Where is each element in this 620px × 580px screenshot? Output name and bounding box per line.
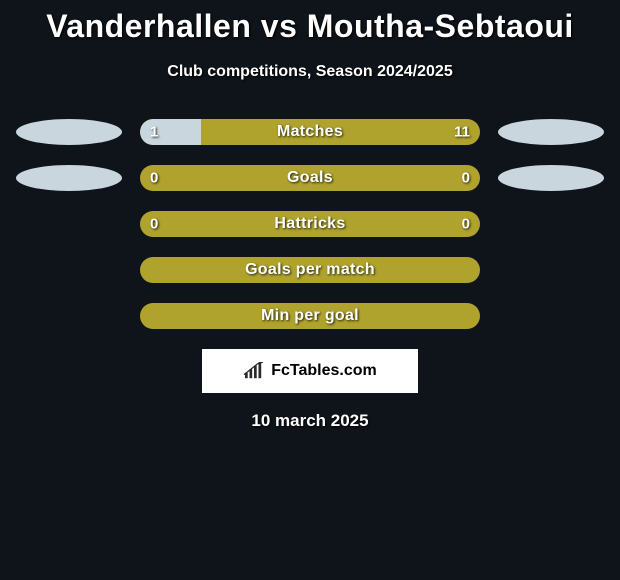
- stat-value-right: 0: [462, 170, 470, 187]
- stat-label: Goals per match: [140, 261, 480, 279]
- spacer: [498, 303, 604, 329]
- player-left-marker: [16, 119, 122, 145]
- stat-label: Hattricks: [140, 215, 480, 233]
- spacer: [16, 257, 122, 283]
- comparison-rows: 1Matches110Goals00Hattricks0Goals per ma…: [0, 119, 620, 329]
- stat-bar: Min per goal: [140, 303, 480, 329]
- title-vs: vs: [261, 8, 298, 44]
- player-left-marker: [16, 165, 122, 191]
- player-right-marker: [498, 119, 604, 145]
- player-right-marker: [498, 165, 604, 191]
- stat-bar: 0Hattricks0: [140, 211, 480, 237]
- spacer: [498, 211, 604, 237]
- attribution-text: FcTables.com: [271, 362, 377, 380]
- stats-comparison-card: Vanderhallen vs Moutha-Sebtaoui Club com…: [0, 0, 620, 431]
- title-player-left: Vanderhallen: [46, 8, 251, 44]
- comparison-row: Min per goal: [0, 303, 620, 329]
- spacer: [498, 257, 604, 283]
- spacer: [16, 211, 122, 237]
- stat-label: Min per goal: [140, 307, 480, 325]
- stat-label: Matches: [140, 123, 480, 141]
- stat-value-right: 0: [462, 216, 470, 233]
- page-title: Vanderhallen vs Moutha-Sebtaoui: [0, 8, 620, 45]
- bar-chart-icon: [243, 362, 265, 380]
- comparison-row: Goals per match: [0, 257, 620, 283]
- title-player-right: Moutha-Sebtaoui: [307, 8, 574, 44]
- stat-label: Goals: [140, 169, 480, 187]
- spacer: [16, 303, 122, 329]
- stat-bar: Goals per match: [140, 257, 480, 283]
- subtitle: Club competitions, Season 2024/2025: [0, 63, 620, 81]
- stat-bar: 0Goals0: [140, 165, 480, 191]
- stat-value-right: 11: [454, 124, 470, 141]
- stat-bar: 1Matches11: [140, 119, 480, 145]
- comparison-row: 1Matches11: [0, 119, 620, 145]
- comparison-row: 0Hattricks0: [0, 211, 620, 237]
- comparison-row: 0Goals0: [0, 165, 620, 191]
- date-label: 10 march 2025: [0, 411, 620, 431]
- attribution-badge: FcTables.com: [202, 349, 418, 393]
